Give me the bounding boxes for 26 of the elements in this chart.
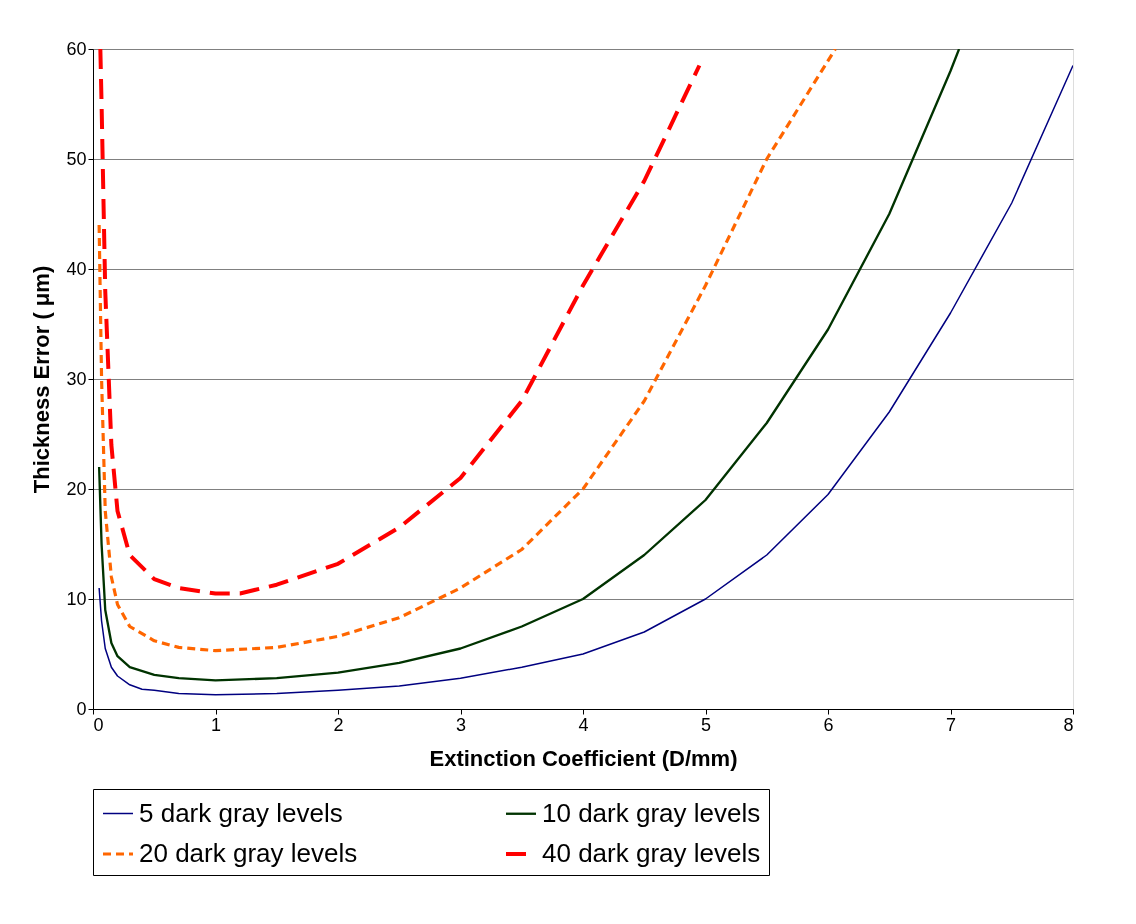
x-tick-label: 6	[823, 714, 834, 735]
y-tick-label: 50	[66, 148, 87, 169]
legend-label: 20 dark gray levels	[139, 838, 358, 868]
x-tick-label: 2	[333, 714, 344, 735]
line-series	[98, 49, 702, 596]
y-tick-label: 10	[66, 588, 87, 609]
x-tick-label: 4	[578, 714, 589, 735]
legend-label: 40 dark gray levels	[542, 838, 761, 868]
x-tick-label: 5	[700, 714, 712, 735]
x-tick-label: 3	[455, 714, 467, 735]
y-tick-label: 40	[66, 258, 87, 279]
y-tick-label: 60	[66, 38, 87, 59]
x-axis-title: Extinction Coefficient (D/mm)	[429, 745, 738, 771]
legend-label: 5 dark gray levels	[139, 797, 343, 828]
y-tick-label: 0	[76, 698, 87, 719]
y-tick-label: 30	[66, 368, 87, 389]
legend-label: 10 dark gray levels	[542, 797, 761, 828]
x-tick-label: 8	[1063, 714, 1074, 735]
line-series	[98, 64, 1073, 696]
x-tick-label: 0	[93, 714, 104, 735]
y-tick-label: 20	[66, 478, 87, 499]
x-tick-label: 7	[945, 714, 957, 735]
y-axis-title: Thickness Error ( μm)	[29, 265, 55, 494]
line-series	[97, 49, 837, 653]
x-tick-label: 1	[210, 714, 222, 735]
line-series	[97, 49, 961, 682]
